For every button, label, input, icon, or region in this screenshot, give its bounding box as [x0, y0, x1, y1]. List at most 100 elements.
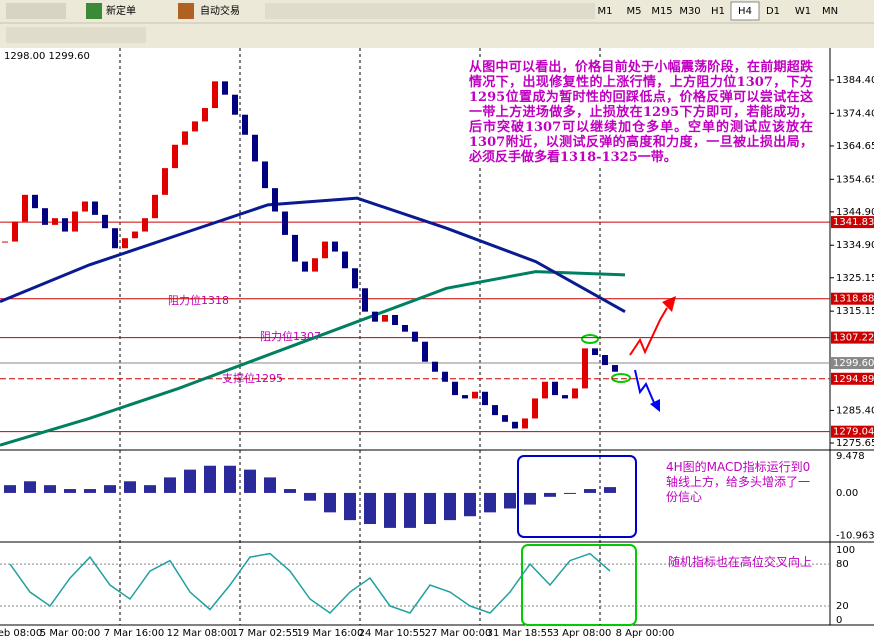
candle	[222, 81, 228, 95]
candle	[112, 228, 118, 249]
time-label: 3 Apr 08:00	[553, 628, 612, 639]
level-annotation: 阻力位1307	[260, 329, 321, 343]
candle	[442, 371, 448, 382]
bull-arrowhead	[662, 296, 676, 312]
stoch-tick-label: 100	[836, 545, 855, 556]
y-tick-label: 1315.15	[836, 306, 874, 317]
macd-bar	[164, 477, 176, 493]
drawing-tools[interactable]	[6, 27, 146, 43]
candle	[152, 194, 158, 219]
candle	[132, 231, 138, 239]
time-label: 12 Mar 08:00	[167, 628, 234, 639]
macd-bar	[464, 492, 476, 517]
candle	[182, 131, 188, 145]
new-order[interactable]: 新定单	[106, 4, 136, 17]
stoch-line	[9, 552, 611, 614]
level-annotation: 支撑位1295	[222, 371, 283, 385]
candle	[452, 381, 458, 396]
candle	[162, 168, 168, 195]
macd-bar	[64, 489, 76, 493]
candle	[572, 388, 578, 399]
timeframe-button[interactable]: H1	[711, 6, 725, 17]
price-level-label: 1279.04	[833, 427, 874, 438]
y-tick-label: 1374.40	[836, 108, 874, 119]
candle	[2, 241, 8, 243]
macd-bar	[24, 481, 36, 493]
timeframe-button[interactable]: MN	[822, 6, 838, 17]
price-level-tag	[831, 331, 874, 344]
macd-tick-label: -10.963	[836, 531, 874, 542]
y-tick-label: 1285.40	[836, 405, 874, 416]
candle	[582, 348, 588, 389]
time-label: 8 Apr 00:00	[616, 628, 675, 639]
macd-note: 4H图的MACD指标运行到0轴线上方，给多头增添了一份信心	[666, 460, 811, 504]
macd-bar	[4, 485, 16, 493]
candle	[12, 221, 18, 242]
candle	[592, 348, 598, 356]
time-label: eb 08:00	[0, 628, 42, 639]
macd-bar	[444, 492, 456, 521]
macd-bar	[244, 469, 256, 493]
macd-bar	[204, 465, 216, 493]
y-tick-label: 1354.65	[836, 174, 874, 185]
macd-bar	[384, 492, 396, 528]
candle	[282, 211, 288, 235]
toolbar-icons[interactable]	[265, 3, 595, 19]
timeframe-button[interactable]: M30	[679, 6, 700, 17]
timeframe-button[interactable]: M1	[598, 6, 613, 17]
time-label: 19 Mar 16:00	[297, 628, 364, 639]
candle	[482, 391, 488, 406]
auto-trade-icon[interactable]	[178, 3, 194, 19]
candle	[382, 314, 388, 322]
time-label: 24 Mar 10:55	[359, 628, 426, 639]
candle	[542, 381, 548, 399]
candle	[492, 405, 498, 416]
candle	[62, 218, 68, 232]
candle	[242, 114, 248, 135]
candle	[402, 325, 408, 332]
macd-bar	[564, 492, 576, 494]
candle	[32, 194, 38, 209]
auto-trade[interactable]: 自动交易	[200, 4, 240, 17]
timeframe-button[interactable]: M15	[651, 6, 672, 17]
moving-average	[0, 270, 626, 447]
new-order-icon[interactable]	[86, 3, 102, 19]
stoch-highlight	[521, 544, 637, 626]
macd-bar	[364, 492, 376, 525]
moving-average	[0, 196, 626, 313]
macd-tick-label: 9.478	[836, 451, 865, 462]
macd-bar	[304, 492, 316, 501]
timeframe-button[interactable]: W1	[795, 6, 811, 17]
candle	[312, 258, 318, 272]
candle	[232, 94, 238, 115]
stoch-tick-label: 20	[836, 601, 849, 612]
candle	[352, 268, 358, 289]
candle	[462, 395, 468, 399]
macd-bar	[604, 487, 616, 493]
highlight-ellipse	[581, 334, 599, 344]
candle	[192, 121, 198, 132]
candle	[602, 355, 608, 366]
time-label: 5 Mar 00:00	[40, 628, 100, 639]
highlight-ellipse	[611, 373, 631, 383]
candle	[372, 311, 378, 322]
toolbar-icons[interactable]	[6, 3, 66, 19]
y-tick-label: 1334.90	[836, 240, 874, 251]
macd-bar	[524, 492, 536, 505]
macd-bar	[324, 492, 336, 513]
candle	[532, 398, 538, 419]
chart-header: 1298.00 1299.60	[4, 51, 90, 62]
time-label: 27 Mar 00:00	[425, 628, 492, 639]
stoch-tick-label: 80	[836, 559, 849, 570]
candle	[562, 395, 568, 399]
timeframe-button[interactable]: M5	[627, 6, 642, 17]
macd-bar	[144, 485, 156, 493]
candle	[432, 361, 438, 372]
timeframe-button[interactable]: H4	[738, 6, 752, 17]
macd-bar	[504, 492, 516, 509]
timeframe-button[interactable]: D1	[766, 6, 780, 17]
macd-bar	[44, 485, 56, 493]
y-tick-label: 1344.90	[836, 207, 874, 218]
price-level-label: 1307.22	[833, 333, 874, 344]
